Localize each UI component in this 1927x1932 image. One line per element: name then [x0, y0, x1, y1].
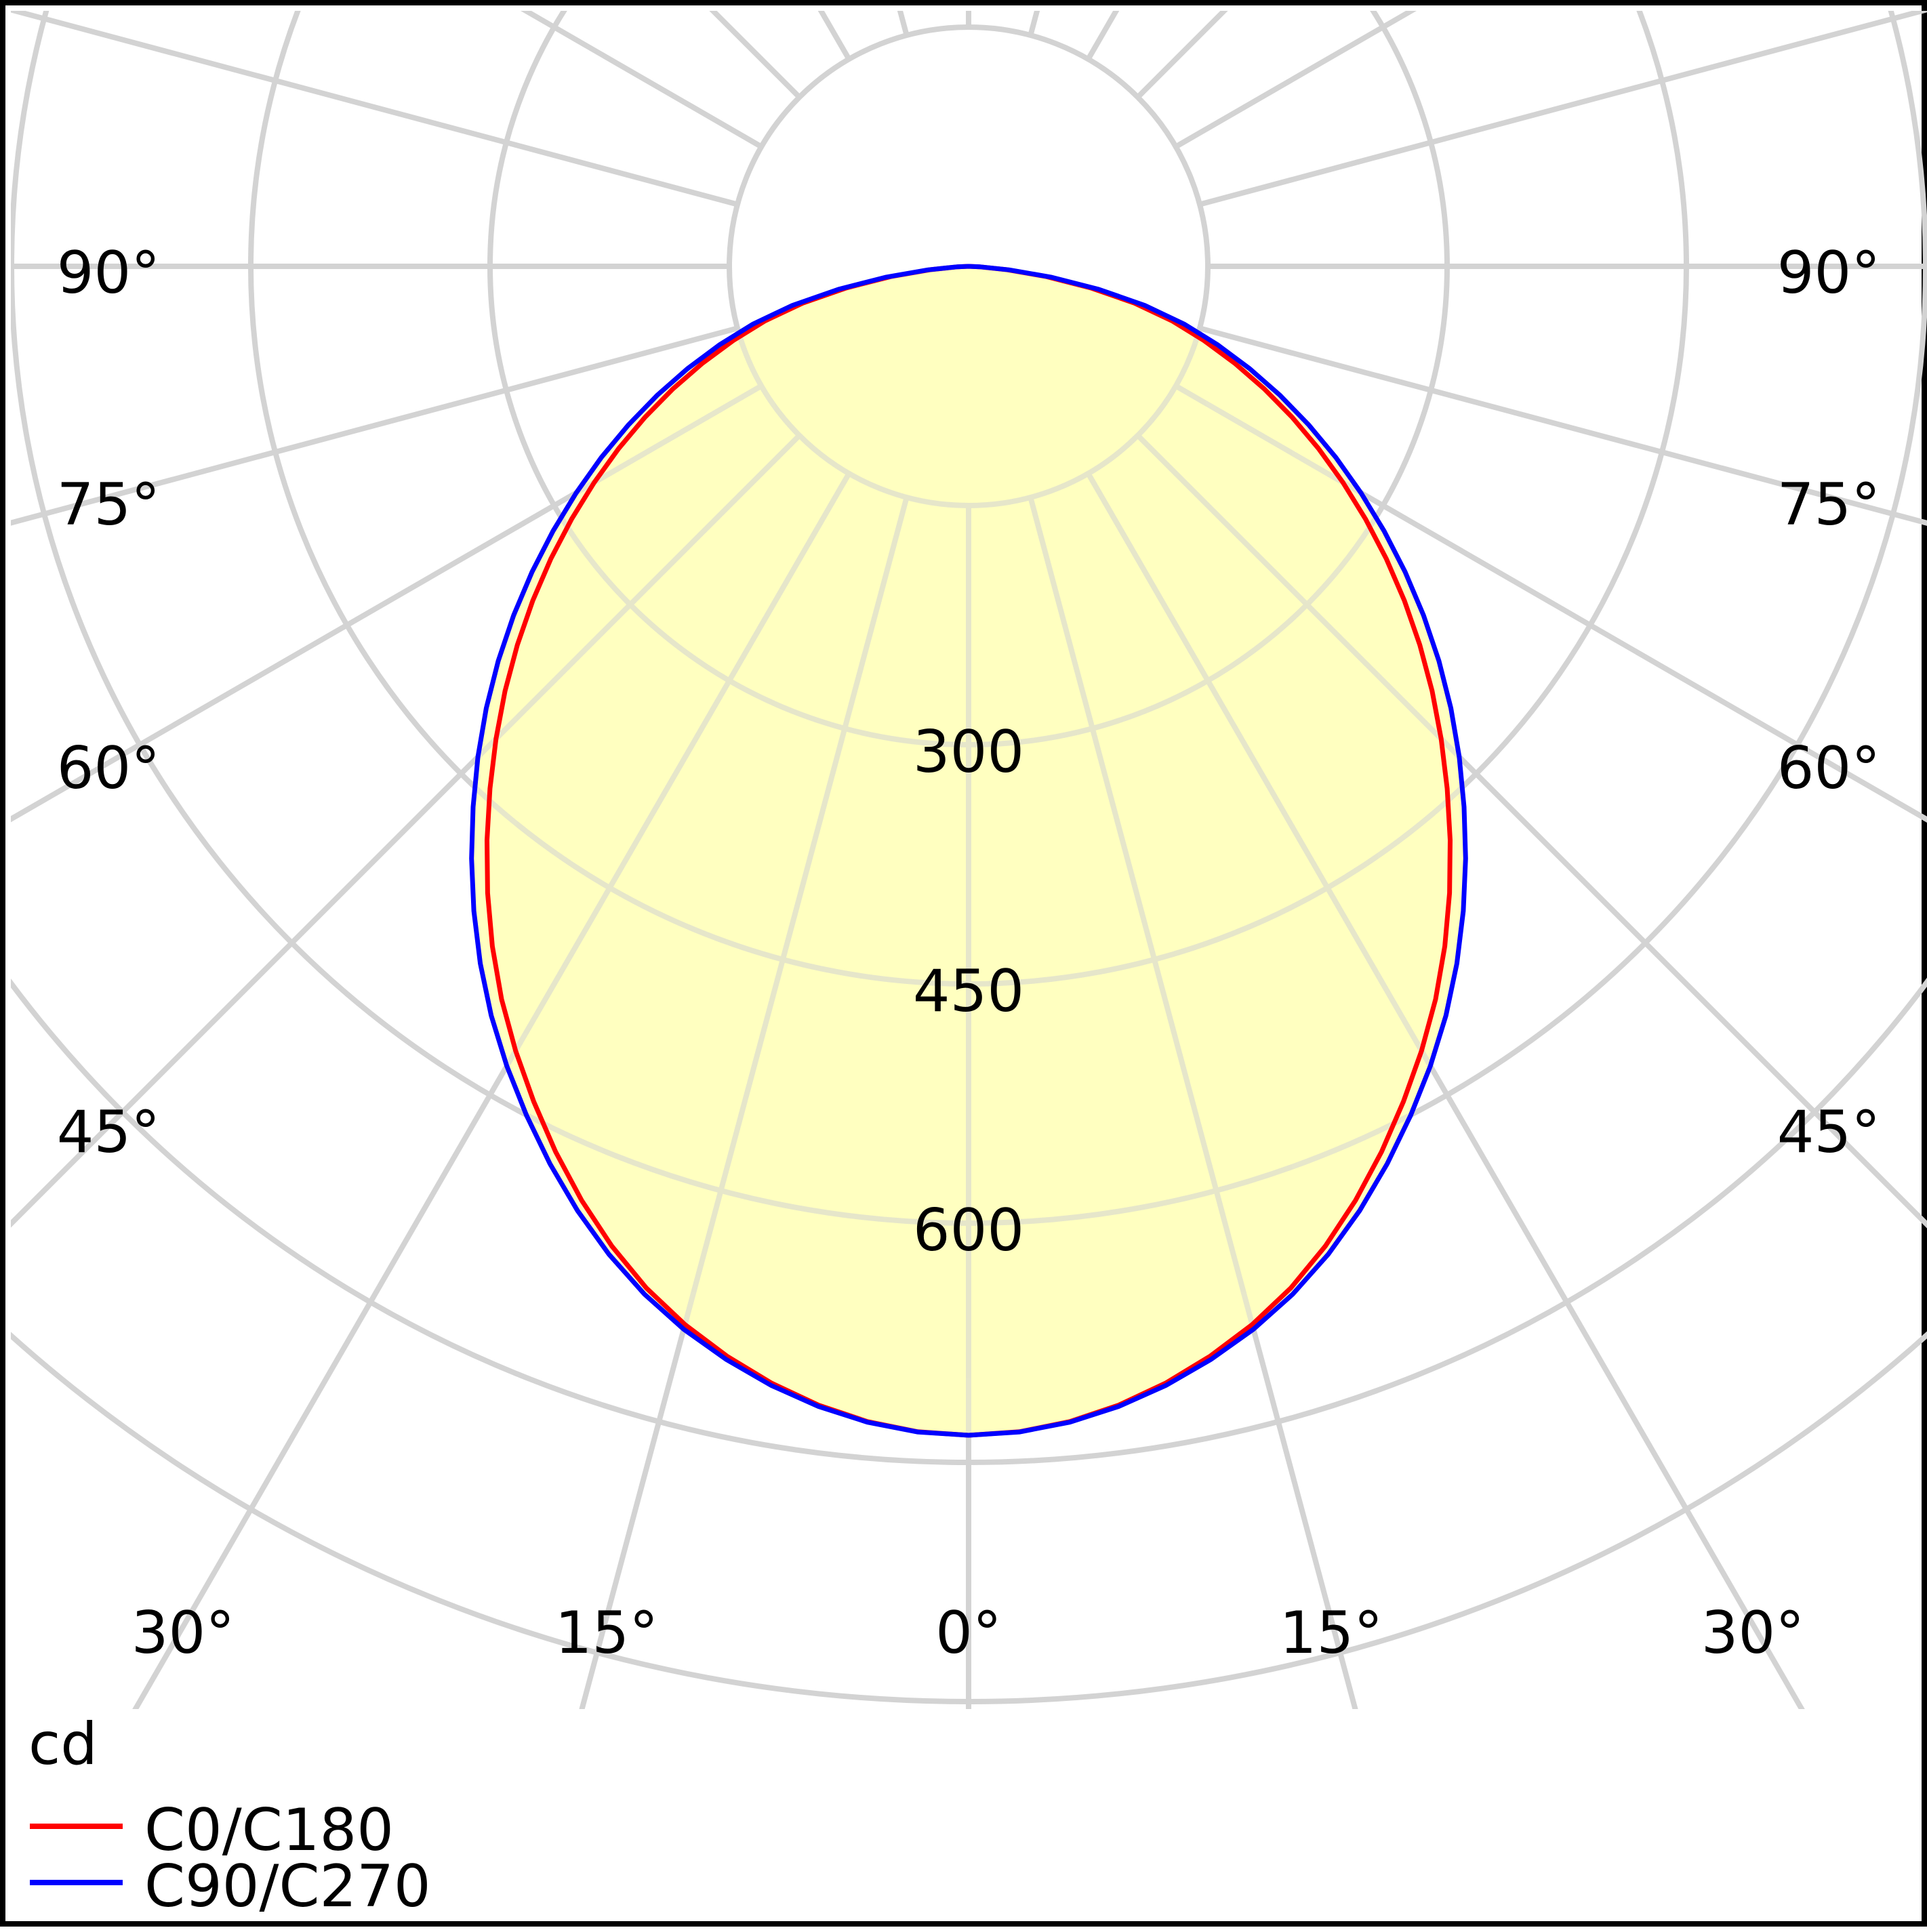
grid-spoke-210: [5, 5, 849, 59]
angle-label-left-90: 90°: [57, 239, 160, 307]
grid-spoke-135: [1138, 5, 1927, 97]
angle-label-bottom-30-right: 30°: [1701, 1599, 1804, 1667]
polar-luminous-intensity-chart: 300 450 600 90° 75° 60° 45° 90° 75° 60° …: [5, 5, 1927, 1932]
legend: cd C0/C180 C90/C270: [28, 1710, 431, 1920]
legend-unit-label: cd: [28, 1710, 98, 1778]
angle-label-bottom-15-right: 15°: [1280, 1599, 1383, 1667]
grid-spoke-210: [5, 5, 849, 59]
angle-label-left-75: 75°: [57, 471, 160, 539]
angle-label-right-60: 60°: [1777, 735, 1880, 802]
grid-spoke-165: [1030, 5, 1705, 35]
angle-label-right-90: 90°: [1777, 239, 1880, 307]
grid-spoke-255: [5, 5, 737, 205]
angle-label-right-75: 75°: [1777, 471, 1880, 539]
grid-spoke-225: [5, 5, 799, 97]
grid-spoke-195: [232, 5, 907, 35]
radial-label-300: 300: [913, 718, 1024, 786]
legend-label-c90-c270: C90/C270: [144, 1853, 431, 1920]
radial-label-600: 600: [913, 1197, 1024, 1265]
grid-spoke-150: [1089, 5, 1927, 59]
angle-label-bottom-30-left: 30°: [131, 1599, 235, 1667]
angle-label-bottom-0: 0°: [935, 1599, 1002, 1667]
radial-label-450: 450: [913, 958, 1024, 1025]
grid-spoke-165: [1030, 5, 1705, 35]
grid-spoke-120: [1176, 5, 1927, 147]
grid-spoke-120: [1176, 5, 1927, 147]
angle-label-right-45: 45°: [1777, 1098, 1880, 1166]
grid-spoke-240: [5, 5, 761, 147]
angle-label-left-60: 60°: [57, 735, 160, 802]
grid-spoke-240: [5, 5, 761, 147]
grid-spoke-105: [1200, 5, 1927, 205]
grid-spoke-150: [1089, 5, 1927, 59]
angle-label-left-45: 45°: [57, 1098, 160, 1166]
grid-spoke-225: [5, 5, 799, 97]
grid-spoke-195: [232, 5, 907, 35]
grid-spoke-135: [1138, 5, 1927, 97]
angle-label-bottom-15-left: 15°: [555, 1599, 658, 1667]
